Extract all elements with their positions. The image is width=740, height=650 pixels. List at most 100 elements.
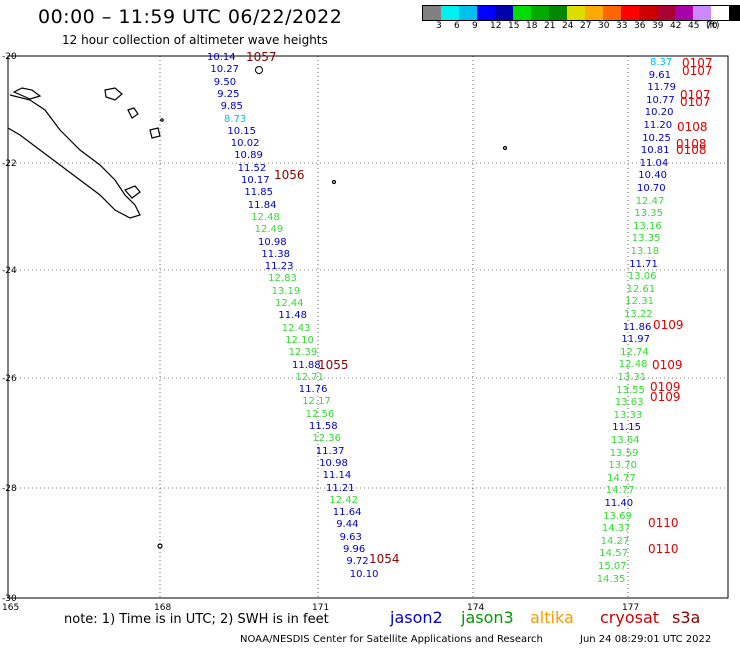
color-scale-label: 15 bbox=[508, 21, 520, 31]
legend-item-jason3: jason3 bbox=[461, 608, 514, 627]
color-scale-swatch bbox=[711, 6, 729, 20]
wave-height-value: 11.15 bbox=[612, 422, 641, 434]
wave-height-value: 10.70 bbox=[637, 183, 666, 194]
pass-number-label: 0109 bbox=[652, 358, 683, 372]
wave-height-value: 12.71 bbox=[295, 371, 325, 383]
wave-height-value: 11.38 bbox=[261, 248, 291, 260]
wave-height-value: 14.77 bbox=[605, 485, 635, 497]
longitude-label: 165 bbox=[2, 603, 20, 613]
wave-height-value: 12.48 bbox=[251, 211, 280, 223]
wave-height-value: 13.64 bbox=[611, 435, 640, 446]
wave-height-value: 8.37 bbox=[650, 57, 673, 68]
wave-height-value: 11.37 bbox=[315, 445, 345, 457]
wave-height-value: 14.77 bbox=[607, 472, 636, 484]
wave-height-value: 11.64 bbox=[332, 507, 362, 519]
wave-height-value: 13.16 bbox=[633, 220, 662, 232]
wave-height-value: 10.14 bbox=[207, 52, 236, 63]
legend-item-altika: altika bbox=[530, 608, 574, 627]
wave-height-value: 10.40 bbox=[638, 170, 667, 182]
pass-number-label: 0109 bbox=[650, 390, 681, 404]
pass-number-label: 0107 bbox=[680, 95, 711, 109]
wave-height-value: 11.84 bbox=[247, 199, 277, 211]
legend-item-s3a: s3a bbox=[672, 608, 701, 627]
latitude-label: -24 bbox=[2, 266, 17, 276]
color-scale-swatch bbox=[549, 6, 567, 20]
color-scale-bar bbox=[422, 5, 740, 21]
wave-height-value: 11.20 bbox=[643, 120, 673, 131]
color-scale-swatch bbox=[513, 6, 531, 20]
wave-height-value: 11.52 bbox=[237, 162, 267, 174]
map-grid bbox=[8, 56, 728, 598]
color-scale-label: 30 bbox=[598, 21, 610, 31]
pass-number-label: 0109 bbox=[650, 380, 681, 394]
wave-height-value: 11.71 bbox=[629, 258, 658, 270]
wave-height-value: 10.10 bbox=[349, 568, 379, 580]
note-text: note: 1) Time is in UTC; 2) SWH is in fe… bbox=[64, 612, 329, 627]
color-scale-swatch bbox=[441, 6, 459, 20]
color-scale-swatch bbox=[675, 6, 693, 20]
wave-height-value: 12.47 bbox=[635, 195, 665, 207]
latitude-label: -28 bbox=[2, 484, 17, 494]
color-scale-swatch bbox=[585, 6, 603, 20]
wave-height-value: 9.96 bbox=[343, 544, 366, 555]
pass-number-label: 0109 bbox=[653, 318, 684, 332]
color-scale-label: 6 bbox=[454, 21, 460, 31]
footer-credit: NOAA/NESDIS Center for Satellite Applica… bbox=[240, 634, 543, 645]
wave-height-value: 9.61 bbox=[648, 69, 671, 81]
wave-height-value: 13.18 bbox=[630, 246, 660, 257]
color-scale-swatch bbox=[531, 6, 549, 20]
wave-height-value: 12.43 bbox=[281, 322, 311, 334]
color-scale-label: 21 bbox=[544, 21, 556, 31]
color-scale-swatch bbox=[567, 6, 585, 20]
color-scale-swatch bbox=[495, 6, 513, 20]
latitude-label: -26 bbox=[2, 374, 17, 384]
wave-height-value: 11.40 bbox=[604, 498, 634, 509]
wave-height-value: 15.07 bbox=[598, 561, 627, 572]
footer-timestamp: Jun 24 08:29:01 UTC 2022 bbox=[580, 634, 712, 645]
color-scale-label: 45 bbox=[688, 21, 700, 31]
island-marker bbox=[255, 66, 263, 74]
wave-height-value: 12.74 bbox=[620, 346, 649, 358]
color-scale-swatch bbox=[477, 6, 495, 20]
pass-number-label: 0108 bbox=[677, 120, 708, 134]
color-scale-swatch bbox=[657, 6, 675, 20]
wave-height-value: 12.48 bbox=[618, 359, 648, 371]
latitude-label: -22 bbox=[2, 159, 17, 169]
color-scale-label: 24 bbox=[562, 21, 574, 31]
wave-height-value: 12.31 bbox=[625, 296, 654, 308]
color-scale-label: 70 bbox=[706, 21, 718, 31]
color-scale-label: 39 bbox=[652, 21, 664, 31]
wave-height-value: 13.22 bbox=[624, 309, 653, 320]
color-scale-swatch bbox=[459, 6, 477, 20]
color-scale-label: 33 bbox=[616, 21, 628, 31]
legend-item-cryosat: cryosat bbox=[600, 608, 660, 627]
wave-height-value: 13.69 bbox=[603, 510, 632, 522]
color-scale-label: 12 bbox=[490, 21, 502, 31]
pass-number-label: 1056 bbox=[274, 168, 305, 182]
wave-height-value: 13.55 bbox=[616, 384, 645, 396]
wave-height-value: 13.63 bbox=[614, 397, 644, 409]
wave-height-value: 9.44 bbox=[336, 519, 359, 531]
wave-height-value: 11.14 bbox=[322, 470, 352, 482]
wave-height-value: 11.76 bbox=[298, 384, 328, 396]
wave-height-value: 13.35 bbox=[634, 208, 664, 220]
wave-height-value: 13.70 bbox=[608, 460, 638, 472]
wave-height-value: 11.97 bbox=[621, 334, 651, 346]
longitude-label: 177 bbox=[622, 603, 640, 613]
wave-height-value: 11.88 bbox=[292, 359, 321, 371]
longitude-label: 174 bbox=[467, 603, 485, 613]
wave-height-value: 13.19 bbox=[271, 285, 301, 297]
wave-height-value: 10.27 bbox=[210, 64, 240, 76]
wave-height-value: 11.04 bbox=[639, 157, 669, 169]
longitude-label: 171 bbox=[312, 603, 330, 613]
wave-height-value: 10.20 bbox=[644, 107, 674, 119]
pass-number-label: 0107 bbox=[680, 88, 711, 102]
wave-height-value: 13.35 bbox=[631, 233, 661, 245]
color-scale-unit: (ft) bbox=[706, 21, 720, 31]
wave-height-value: 12.49 bbox=[254, 224, 284, 236]
color-scale-label: 27 bbox=[580, 21, 592, 31]
wave-height-value: 10.81 bbox=[640, 145, 670, 157]
wave-height-value: 11.23 bbox=[264, 261, 294, 273]
wave-height-value: 9.63 bbox=[339, 531, 362, 543]
